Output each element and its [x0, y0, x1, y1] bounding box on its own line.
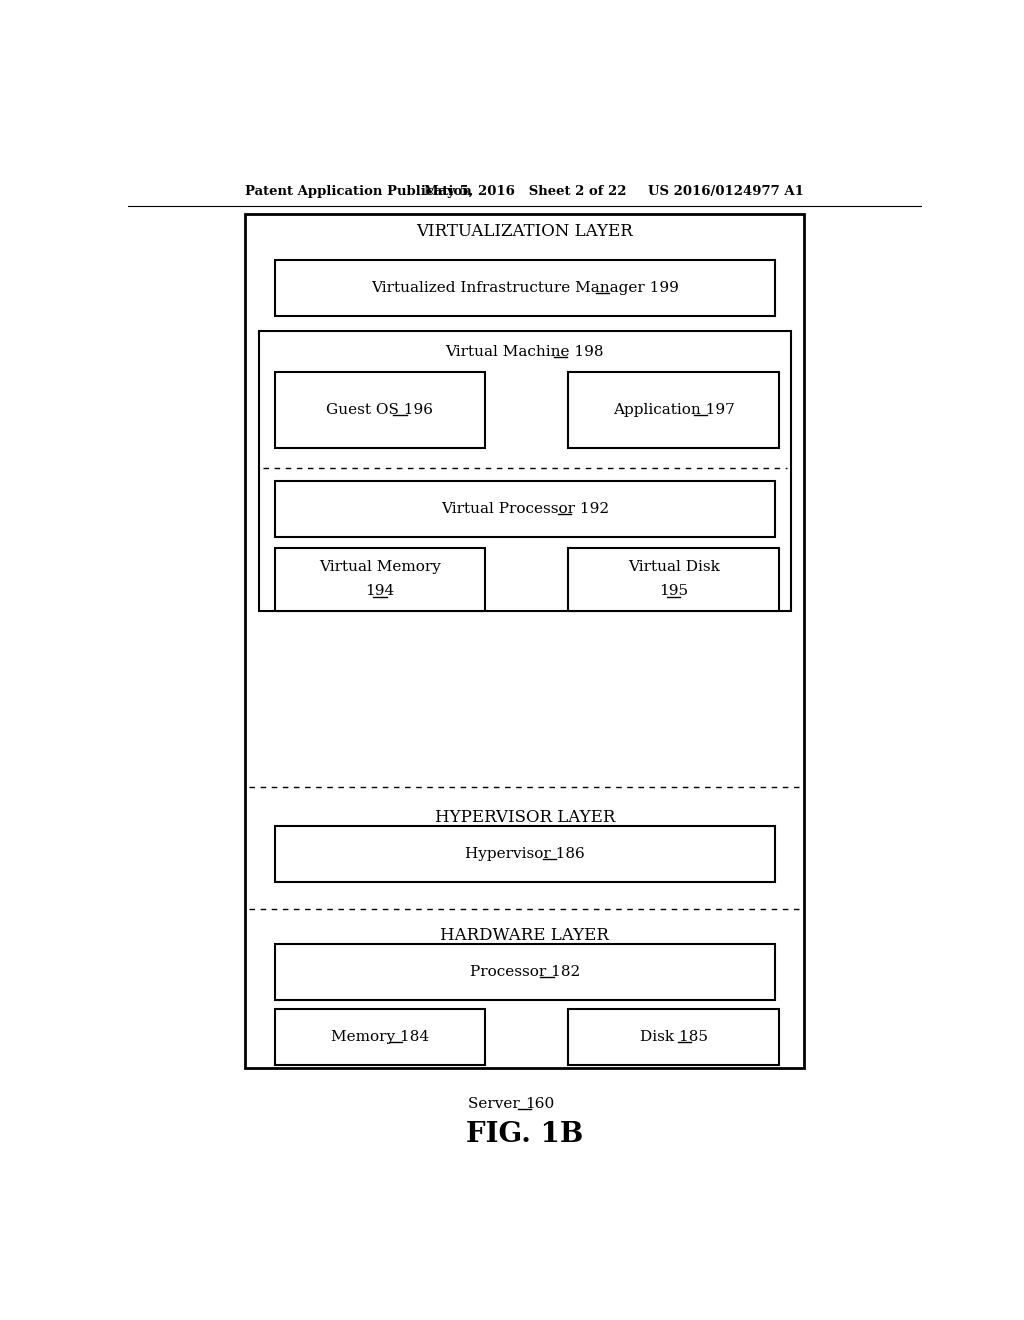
FancyBboxPatch shape: [568, 372, 779, 447]
Text: 194: 194: [366, 585, 394, 598]
FancyBboxPatch shape: [246, 214, 804, 1068]
FancyBboxPatch shape: [568, 1008, 779, 1065]
Text: Application 197: Application 197: [612, 403, 734, 417]
Text: US 2016/0124977 A1: US 2016/0124977 A1: [648, 185, 804, 198]
Text: Disk 185: Disk 185: [640, 1030, 708, 1044]
FancyBboxPatch shape: [274, 260, 775, 315]
FancyBboxPatch shape: [274, 548, 485, 611]
Text: Virtualized Infrastructure Manager 199: Virtualized Infrastructure Manager 199: [371, 281, 679, 294]
FancyBboxPatch shape: [274, 944, 775, 1001]
FancyBboxPatch shape: [274, 826, 775, 882]
FancyBboxPatch shape: [274, 1008, 485, 1065]
Text: Guest OS 196: Guest OS 196: [327, 403, 433, 417]
Text: Virtual Memory: Virtual Memory: [319, 560, 441, 574]
Text: Server: Server: [468, 1097, 524, 1110]
Text: Virtual Processor 192: Virtual Processor 192: [440, 502, 609, 516]
Text: HARDWARE LAYER: HARDWARE LAYER: [440, 928, 609, 944]
FancyBboxPatch shape: [274, 372, 485, 447]
Text: HYPERVISOR LAYER: HYPERVISOR LAYER: [434, 809, 615, 825]
Text: 195: 195: [659, 585, 688, 598]
Text: VIRTUALIZATION LAYER: VIRTUALIZATION LAYER: [417, 223, 633, 240]
FancyBboxPatch shape: [568, 548, 779, 611]
FancyBboxPatch shape: [259, 331, 791, 611]
Text: Patent Application Publication: Patent Application Publication: [246, 185, 472, 198]
Text: Hypervisor 186: Hypervisor 186: [465, 847, 585, 861]
Text: FIG. 1B: FIG. 1B: [466, 1121, 584, 1147]
Text: May 5, 2016   Sheet 2 of 22: May 5, 2016 Sheet 2 of 22: [424, 185, 626, 198]
FancyBboxPatch shape: [274, 480, 775, 536]
Text: Virtual Disk: Virtual Disk: [628, 560, 720, 574]
Text: Memory 184: Memory 184: [331, 1030, 429, 1044]
Text: 160: 160: [524, 1097, 554, 1110]
Text: Processor 182: Processor 182: [470, 965, 580, 979]
Text: Virtual Machine 198: Virtual Machine 198: [445, 345, 604, 359]
